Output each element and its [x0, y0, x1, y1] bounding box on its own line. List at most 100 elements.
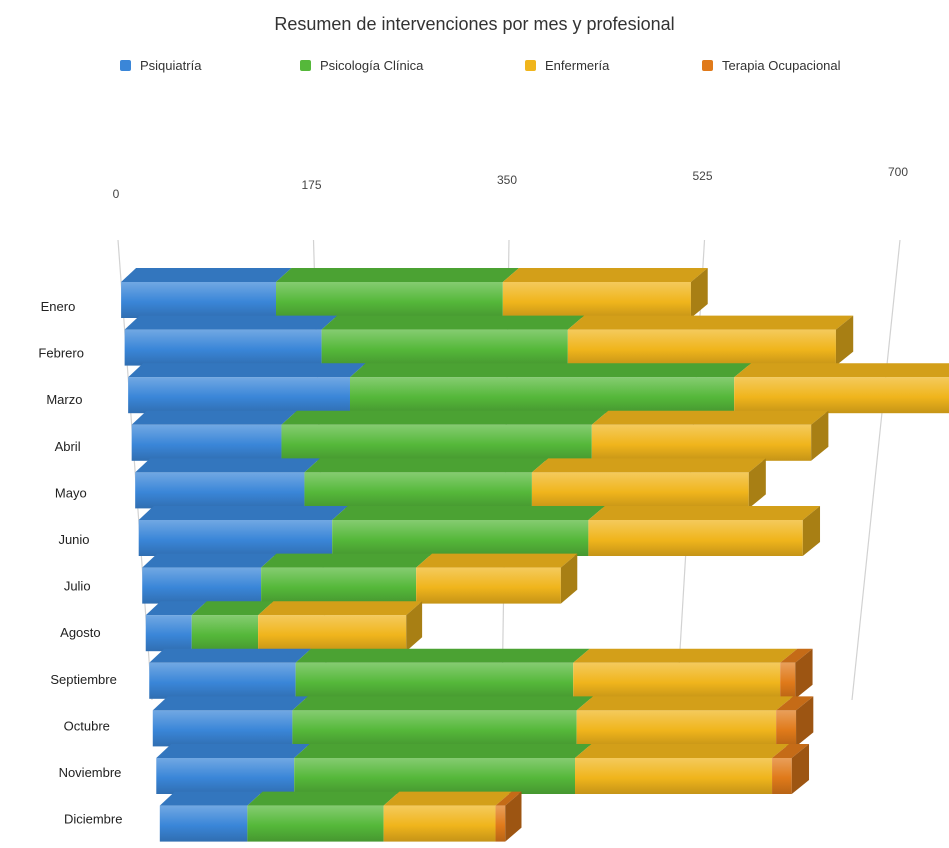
bar-segment-diciembre-terapia-ocupacional: [495, 791, 522, 842]
bar-front-face: [145, 615, 192, 652]
bar-segment-febrero-psiquiatria: [124, 315, 338, 366]
bar-front-face: [276, 282, 503, 318]
bar-segment-mayo-psiquiatria: [135, 458, 320, 509]
bar-segment-octubre-terapia-ocupacional: [776, 696, 814, 747]
legend-item-psiquiatria: Psiquiatría: [120, 58, 201, 73]
bar-segment-marzo-psiquiatria: [128, 363, 366, 414]
bar-top-face: [145, 601, 207, 616]
bar-top-face: [588, 506, 821, 520]
bar-segment-diciembre-enfermeria: [383, 791, 512, 842]
bar-segment-noviembre-psicologia-clinica: [294, 744, 592, 794]
chart-title: Resumen de intervenciones por mes y prof…: [274, 14, 675, 34]
bar-segment-enero-psicologia-clinica: [276, 268, 520, 318]
x-tick-label: 525: [692, 169, 712, 183]
bar-end-cap: [560, 553, 578, 604]
category-label: Julio: [64, 579, 91, 594]
bar-front-face: [567, 329, 836, 366]
bar-segment-julio-enfermeria: [416, 553, 578, 604]
bar-front-face: [734, 377, 949, 414]
bar-segment-septiembre-terapia-ocupacional: [780, 648, 813, 699]
bar-front-face: [156, 758, 295, 794]
bar-top-face: [138, 506, 348, 520]
legend-label: Enfermería: [545, 58, 610, 73]
bar-front-face: [124, 329, 322, 366]
x-tick-label: 700: [888, 165, 908, 179]
legend-item-terapia-ocupacional: Terapia Ocupacional: [702, 58, 841, 73]
bar-segment-junio-enfermeria: [588, 506, 821, 556]
bar-top-face: [261, 553, 433, 568]
legend-item-enfermeria: Enfermería: [525, 58, 609, 73]
bar-segment-enero-psiquiatria: [121, 268, 292, 318]
bar-front-face: [575, 758, 773, 794]
bar-front-face: [281, 424, 592, 461]
bar-top-face: [281, 410, 609, 425]
bar-segment-mayo-psicologia-clinica: [304, 458, 549, 509]
bar-top-face: [149, 648, 312, 663]
bar-top-face: [573, 648, 798, 663]
bar-segment-octubre-psiquiatria: [152, 696, 308, 747]
legend-swatch: [702, 60, 713, 71]
bar-front-face: [247, 805, 384, 842]
bar-top-face: [576, 696, 794, 711]
bar-segment-enero-enfermeria: [502, 268, 708, 318]
bar-front-face: [294, 758, 576, 794]
bar-top-face: [502, 268, 708, 282]
bar-top-face: [121, 268, 292, 282]
bar-segment-septiembre-psicologia-clinica: [295, 648, 590, 699]
x-tick-label: 175: [301, 178, 321, 192]
bar-front-face: [149, 662, 296, 699]
bar-front-face: [304, 472, 532, 509]
bar-top-face: [131, 410, 297, 425]
bar-top-face: [591, 410, 829, 425]
bar-segment-mayo-enfermeria: [531, 458, 766, 509]
legend-label: Psicología Clínica: [320, 58, 424, 73]
bar-top-face: [531, 458, 766, 473]
bar-top-face: [349, 363, 752, 378]
bar-end-cap: [406, 601, 423, 652]
bar-top-face: [128, 363, 366, 378]
bar-top-face: [294, 744, 592, 758]
bar-front-face: [573, 662, 781, 699]
bar-front-face: [416, 567, 561, 604]
bar-segment-febrero-psicologia-clinica: [321, 315, 585, 366]
bar-front-face: [142, 567, 262, 604]
bar-segment-junio-psiquiatria: [138, 506, 348, 556]
bar-front-face: [502, 282, 691, 318]
category-label: Abril: [55, 439, 81, 454]
bar-segment-noviembre-terapia-ocupacional: [772, 744, 810, 794]
bar-top-face: [156, 744, 310, 758]
bar-front-face: [258, 615, 407, 652]
bar-top-face: [780, 648, 813, 663]
bar-top-face: [734, 363, 949, 378]
bar-front-face: [295, 662, 574, 699]
bar-front-face: [349, 377, 735, 414]
legend-swatch: [525, 60, 536, 71]
bar-end-cap: [505, 791, 522, 842]
category-label: Febrero: [38, 346, 84, 361]
gridline: [851, 239, 901, 701]
bar-top-face: [159, 791, 263, 806]
bar-top-face: [416, 553, 578, 568]
bar-front-face: [576, 710, 777, 747]
bar-segment-noviembre-enfermeria: [575, 744, 790, 794]
category-label: Junio: [58, 532, 89, 547]
bar-top-face: [567, 315, 854, 330]
bar-front-face: [128, 377, 350, 414]
bar-front-face: [332, 520, 589, 556]
bar-end-cap: [748, 458, 766, 509]
category-label: Mayo: [55, 485, 87, 500]
bar-front-face: [121, 282, 277, 318]
bar-segment-diciembre-psiquiatria: [159, 791, 263, 842]
bar-segment-noviembre-psiquiatria: [156, 744, 310, 794]
bar-top-face: [575, 744, 790, 758]
bar-front-face: [772, 758, 792, 794]
bar-front-face: [138, 520, 333, 556]
legend-swatch: [120, 60, 131, 71]
bar-front-face: [261, 567, 417, 604]
bar-segment-febrero-enfermeria: [567, 315, 854, 366]
bar-front-face: [780, 662, 796, 699]
legend-label: Psiquiatría: [140, 58, 202, 73]
bar-front-face: [292, 710, 577, 747]
bar-segment-julio-psicologia-clinica: [261, 553, 433, 604]
bar-top-face: [383, 791, 512, 806]
